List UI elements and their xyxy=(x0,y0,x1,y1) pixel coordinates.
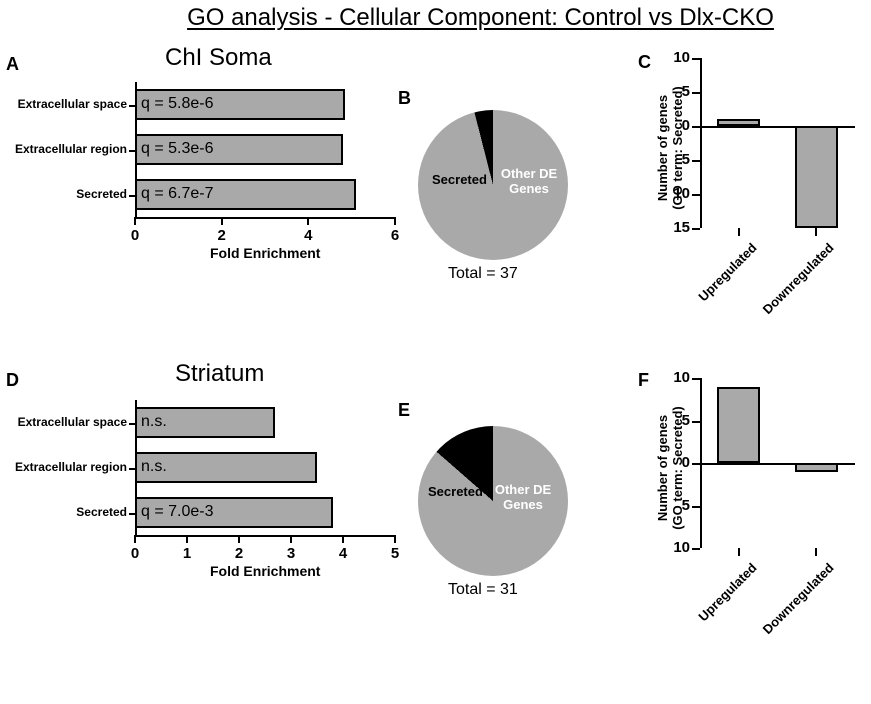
vbar-xtick xyxy=(815,548,817,556)
panel-a-chart: Extracellular spaceq = 5.8e-6Extracellul… xyxy=(135,82,395,257)
hbar-q-label: q = 7.0e-3 xyxy=(141,503,214,521)
pie-b-other-label: Other DE Genes xyxy=(496,166,562,196)
figure-title: GO analysis - Cellular Component: Contro… xyxy=(100,4,861,32)
vbar-bar xyxy=(717,387,760,464)
vbar-ytick xyxy=(692,421,700,423)
panel-f-chart: 0510510UpregulatedDownregulatedNumber of… xyxy=(700,378,855,598)
pie-e-other-label: Other DE Genes xyxy=(490,482,556,512)
hbar-cat-label: Extracellular region xyxy=(5,460,127,474)
vbar-bar xyxy=(717,119,760,126)
panel-b-letter: B xyxy=(398,88,411,109)
hbar-xtick-label: 4 xyxy=(304,227,312,244)
hbar-bar: n.s. xyxy=(135,407,275,438)
hbar-cat-label: Extracellular space xyxy=(5,415,127,429)
hbar-xtick xyxy=(290,535,292,543)
vbar-yaxis xyxy=(700,58,702,228)
vbar-xtick xyxy=(738,228,740,236)
vbar-ytick xyxy=(692,58,700,60)
hbar-xtick xyxy=(186,535,188,543)
hbar-cat-label: Extracellular region xyxy=(5,142,127,156)
hbar-q-label: q = 5.3e-6 xyxy=(141,140,214,158)
hbar-xtick xyxy=(134,217,136,225)
hbar-xtick xyxy=(342,535,344,543)
hbar-xtick xyxy=(394,217,396,225)
hbar-xtick-label: 0 xyxy=(131,545,139,562)
pie-b-total: Total = 37 xyxy=(448,265,518,283)
hbar-xtick xyxy=(221,217,223,225)
vbar-ytick xyxy=(692,160,700,162)
vbar-ytick xyxy=(692,194,700,196)
hbar-xtick-label: 0 xyxy=(131,227,139,244)
panel-c-chart: 051051015UpregulatedDownregulatedNumber … xyxy=(700,58,855,278)
hbar-xtick-label: 5 xyxy=(391,545,399,562)
hbar-bar: q = 6.7e-7 xyxy=(135,179,356,210)
vbar-cat-label: Upregulated xyxy=(678,560,759,641)
panel-d-chart: Extracellular spacen.s.Extracellular reg… xyxy=(135,400,395,575)
hbar-q-label: q = 6.7e-7 xyxy=(141,185,214,203)
hbar-cat-label: Secreted xyxy=(5,505,127,519)
hbar-q-label: n.s. xyxy=(141,413,167,431)
hbar-bar: q = 5.8e-6 xyxy=(135,89,345,120)
vbar-ytick xyxy=(692,92,700,94)
hbar-q-label: n.s. xyxy=(141,458,167,476)
panel-a-letter: A xyxy=(6,54,19,75)
panel-e-letter: E xyxy=(398,400,410,421)
hbar-xtick-label: 6 xyxy=(391,227,399,244)
vbar-ytitle: Number of genes (GO term: Secreted) xyxy=(655,383,685,553)
hbar-xtick-label: 2 xyxy=(235,545,243,562)
hbar-q-label: q = 5.8e-6 xyxy=(141,95,214,113)
panel-e-pie: Secreted Other DE Genes Total = 31 xyxy=(418,426,568,576)
vbar-xtick xyxy=(738,548,740,556)
hbar-xtick xyxy=(307,217,309,225)
vbar-ytick xyxy=(692,548,700,550)
vbar-cat-label: Upregulated xyxy=(678,240,759,321)
panel-b-pie: Secreted Other DE Genes Total = 37 xyxy=(418,110,568,260)
hbar-xtick xyxy=(134,535,136,543)
vbar-ytick xyxy=(692,463,700,465)
panel-a-title: ChI Soma xyxy=(165,44,272,72)
panel-d-letter: D xyxy=(6,370,19,391)
hbar-xtick-label: 4 xyxy=(339,545,347,562)
hbar-bar: q = 7.0e-3 xyxy=(135,497,333,528)
pie-e-total: Total = 31 xyxy=(448,581,518,599)
hbar-xtick xyxy=(394,535,396,543)
vbar-ytick xyxy=(692,378,700,380)
panel-c-letter: C xyxy=(638,52,651,73)
vbar-ytick xyxy=(692,506,700,508)
panel-d-title: Striatum xyxy=(175,360,264,388)
vbar-ytitle: Number of genes (GO term: Secreted) xyxy=(655,63,685,233)
vbar-cat-label: Downregulated xyxy=(756,240,837,321)
hbar-xaxis xyxy=(135,535,395,537)
vbar-ytick xyxy=(692,228,700,230)
hbar-xtick-label: 2 xyxy=(217,227,225,244)
hbar-cat-label: Extracellular space xyxy=(5,97,127,111)
pie-e-secreted-label: Secreted xyxy=(428,484,483,499)
panel-f-letter: F xyxy=(638,370,649,391)
hbar-bar: n.s. xyxy=(135,452,317,483)
hbar-xaxis xyxy=(135,217,395,219)
vbar-bar xyxy=(795,126,838,228)
vbar-xtick xyxy=(815,228,817,236)
hbar-xtick-label: 1 xyxy=(183,545,191,562)
hbar-xtitle: Fold Enrichment xyxy=(210,245,320,261)
hbar-xtitle: Fold Enrichment xyxy=(210,563,320,579)
hbar-xtick xyxy=(238,535,240,543)
hbar-cat-label: Secreted xyxy=(5,187,127,201)
vbar-ytick xyxy=(692,126,700,128)
hbar-xtick-label: 3 xyxy=(287,545,295,562)
vbar-cat-label: Downregulated xyxy=(756,560,837,641)
pie-b-secreted-label: Secreted xyxy=(432,172,487,187)
vbar-bar xyxy=(795,463,838,472)
hbar-bar: q = 5.3e-6 xyxy=(135,134,343,165)
